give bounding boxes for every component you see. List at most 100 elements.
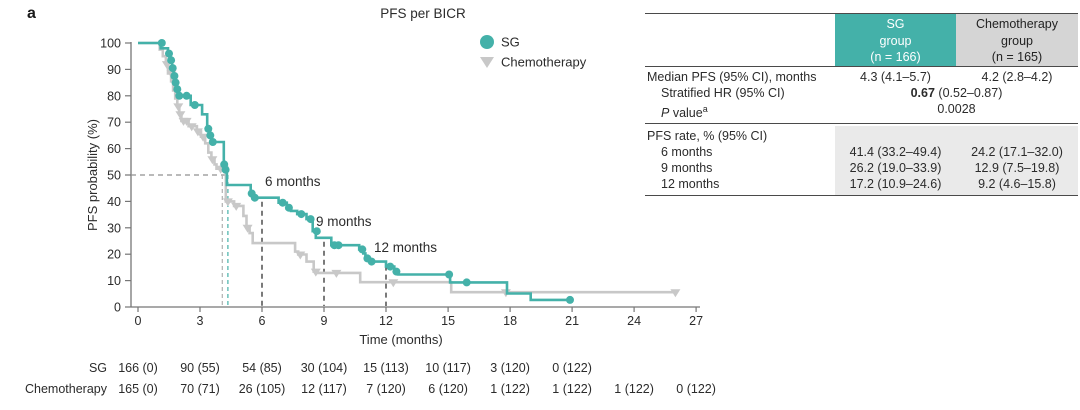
censor-triangle-chemo	[310, 268, 321, 277]
rate-12mo-sg: 17.2 (10.9–24.6)	[835, 176, 956, 196]
censor-dot-sg	[171, 78, 180, 87]
censor-triangle-chemo	[331, 269, 342, 278]
legend-chemo-label: Chemotherapy	[501, 55, 587, 70]
censor-dot-sg	[204, 124, 213, 133]
censor-dot-sg	[386, 262, 395, 271]
risk-value: 165 (0)	[118, 382, 158, 396]
chemo-header-line2: group	[1001, 33, 1033, 48]
p-value-label: P valuea	[645, 101, 835, 121]
y-tick-label: 70	[107, 116, 121, 130]
p-value: 0.0028	[937, 102, 976, 116]
censor-triangle-chemo	[295, 251, 306, 260]
x-tick-label: 21	[565, 314, 579, 328]
y-tick-label: 100	[100, 37, 121, 51]
table-section-divider	[645, 121, 1078, 125]
censor-triangle-chemo	[207, 156, 218, 165]
sg-header-line1: SG	[886, 17, 905, 31]
x-tick-label: 24	[627, 314, 641, 328]
chemo-header-n: (n = 165)	[991, 50, 1043, 64]
median-pfs-sg-value: 4.3 (4.1–5.7)	[860, 70, 931, 84]
rate-12mo-chemo: 9.2 (4.6–15.8)	[956, 176, 1078, 196]
curve-sg	[138, 41, 573, 302]
x-tick-label: 3	[197, 314, 204, 328]
legend-chemo-marker-icon	[480, 57, 494, 68]
y-tick-label: 50	[107, 169, 121, 183]
censor-dot-sg	[306, 215, 315, 224]
censor-dot-sg	[173, 85, 182, 94]
y-tick-label: 40	[107, 195, 121, 209]
rate-9mo-label: 9 months	[661, 161, 713, 176]
risk-value: 1 (122)	[614, 382, 654, 396]
x-tick-label: 18	[503, 314, 517, 328]
censor-triangle-chemo	[242, 224, 253, 233]
legend-sg-label: SG	[501, 35, 520, 50]
risk-value: 30 (104)	[301, 361, 348, 375]
summary-table: SG group (n = 166) Chemotherapy group (n…	[645, 13, 1078, 197]
chart-title: PFS per BICR	[380, 6, 466, 21]
risk-row-label-sg: SG	[89, 361, 107, 375]
censor-dot-sg	[297, 210, 306, 219]
x-tick-label: 6	[259, 314, 266, 328]
rate-9mo-sg: 26.2 (19.0–33.9)	[835, 160, 956, 177]
censor-triangle-chemo	[231, 202, 242, 211]
y-tick-label: 10	[107, 274, 121, 288]
legend-sg-marker-icon	[480, 35, 494, 49]
annotation-9-months: 9 months	[316, 214, 372, 229]
pfs-rate-label: PFS rate, % (95% CI)	[647, 129, 768, 144]
rate-9mo-chemo: 12.9 (7.5–19.8)	[956, 160, 1078, 177]
median-pfs-chemo-value: 4.2 (2.8–4.2)	[981, 70, 1053, 84]
censor-dot-sg	[208, 138, 217, 146]
censor-triangle-chemo	[670, 289, 681, 298]
y-tick-label: 90	[107, 63, 121, 77]
risk-value: 26 (105)	[239, 382, 286, 396]
censor-triangle-chemo	[173, 103, 184, 112]
censor-dot-sg	[566, 295, 574, 304]
rate-6mo-label: 6 months	[661, 145, 713, 160]
censor-triangle-chemo	[175, 111, 186, 120]
censor-dot-sg	[367, 257, 376, 266]
rate-6mo-chemo: 24.2 (17.1–32.0)	[956, 144, 1078, 161]
risk-value: 7 (120)	[366, 382, 406, 396]
km-plot: PFS per BICR SG Chemotherapy PFS probabi…	[25, 6, 716, 397]
censor-dot-sg	[250, 193, 259, 202]
censor-dot-sg	[278, 198, 287, 207]
x-tick-label: 15	[441, 314, 455, 328]
censor-dot-sg	[167, 56, 176, 65]
rate-12mo-label: 12 months	[661, 177, 720, 192]
y-tick-label: 20	[107, 248, 121, 262]
pfs-rate-shade-spacer	[835, 126, 1078, 145]
censor-dot-sg	[334, 241, 343, 250]
summary-header-sg: SG group (n = 166)	[835, 14, 956, 67]
risk-value: 1 (122)	[552, 382, 592, 396]
p-rest: value	[669, 106, 703, 121]
hr-label: Stratified HR (95% CI)	[661, 86, 785, 100]
censor-dot-sg	[358, 245, 367, 254]
p-italic: P	[661, 106, 670, 121]
x-tick-label: 12	[379, 314, 393, 328]
censor-dot-sg	[175, 91, 184, 100]
risk-value: 12 (117)	[301, 382, 347, 396]
censor-dot-sg	[165, 49, 173, 58]
rate-6mo-sg: 41.4 (33.2–49.4)	[835, 144, 956, 161]
risk-value: 0 (122)	[676, 382, 716, 396]
y-tick-label: 0	[114, 301, 121, 315]
y-tick-label: 60	[107, 142, 121, 156]
censor-triangle-chemo	[181, 117, 192, 126]
chemo-header-line1: Chemotherapy	[976, 17, 1058, 31]
risk-value: 90 (55)	[180, 361, 220, 375]
risk-value: 166 (0)	[118, 361, 158, 375]
hr-ci-value: (0.52–0.87)	[934, 86, 1003, 100]
y-axis-label: PFS probability (%)	[85, 119, 100, 231]
plot-dynamic-content: 0 10 20 30 40 50 60 70 80 90 100 0 3 6 9 12 15 18 21 24 27 SG…	[25, 37, 716, 397]
risk-value: 6 (120)	[428, 382, 468, 396]
censor-dot-sg	[182, 91, 191, 100]
median-pfs-label: Median PFS (95% CI), months	[647, 70, 817, 84]
y-tick-label: 30	[107, 221, 121, 235]
panel-letter: a	[27, 5, 36, 22]
x-axis-label: Time (months)	[359, 332, 442, 347]
x-tick-label: 9	[321, 314, 328, 328]
risk-value: 1 (122)	[490, 382, 530, 396]
censor-dot-sg	[206, 131, 215, 140]
legend: SG Chemotherapy	[480, 35, 587, 70]
